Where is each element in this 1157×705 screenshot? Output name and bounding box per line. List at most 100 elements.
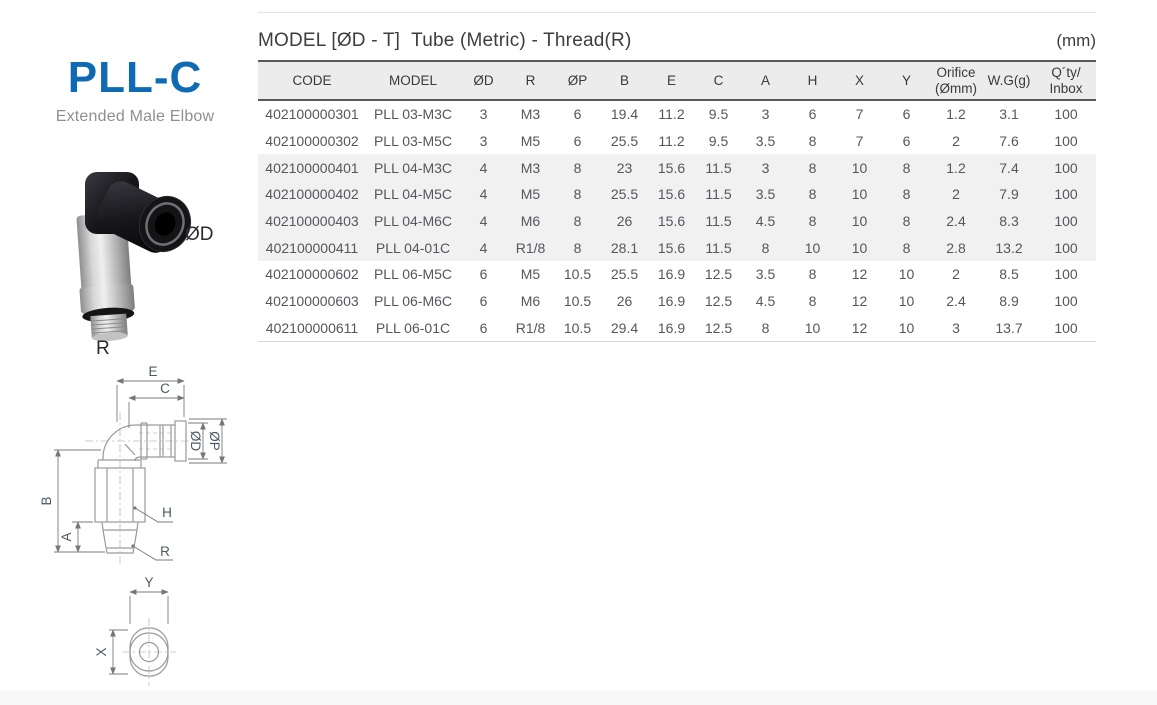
column-header: C (695, 60, 742, 101)
table-cell: PLL 04-M5C (373, 186, 453, 203)
table-cell: 6 (479, 293, 488, 310)
column-header: ØD (460, 60, 507, 101)
table-cell: 12.5 (695, 314, 742, 343)
table-cell: 19.4 (610, 106, 639, 123)
table-cell: 100 (1054, 293, 1078, 310)
table-cell: R1/8 (507, 314, 554, 343)
table-cell: 8.3 (999, 213, 1019, 230)
table-cell: PLL 04-M6C (373, 213, 453, 230)
table-cell: 28.1 (610, 239, 639, 256)
table-cell: M6 (520, 213, 541, 230)
table-cell: 25.5 (610, 133, 639, 150)
table-cell: 2.4 (946, 293, 966, 310)
table-cell: 11.5 (705, 159, 732, 176)
table-cell: 26 (616, 213, 633, 230)
table-cell: 12.5 (704, 293, 733, 310)
table-heading: MODEL [ØD - T] Tube (Metric) - Thread(R) (258, 30, 632, 51)
table-cell: 100 (1054, 239, 1078, 256)
brand-block: PLL-C Extended Male Elbow (0, 53, 270, 126)
table-cell: 16.9 (657, 266, 686, 283)
table-cell: 402100000403 (265, 213, 359, 230)
dim-label-r: R (160, 544, 170, 559)
table-cell: 6 (808, 106, 817, 123)
table-cell: PLL 06-M5C (373, 266, 453, 283)
table-cell: 23 (616, 159, 633, 176)
table-cell: 3 (761, 159, 770, 176)
table-cell: 15.6 (657, 186, 686, 203)
table-cell: 8 (761, 239, 770, 256)
table-cell: 4 (479, 213, 488, 230)
table-cell: M5 (520, 133, 541, 150)
table-cell: 8 (573, 159, 582, 176)
table-cell: 12 (836, 314, 883, 343)
dim-label-a: A (59, 532, 74, 541)
column-header: Q´ty/Inbox (1036, 60, 1096, 101)
table-cell: 16.9 (648, 314, 695, 343)
table-cell: 402100000603 (265, 293, 359, 310)
table-cell: 1.2 (946, 106, 966, 123)
dim-label-y: Y (144, 575, 153, 590)
table-cell: 11.5 (705, 186, 732, 203)
column-header: R (507, 60, 554, 101)
column-header: Y (883, 60, 930, 101)
table-cell: PLL 04-01C (375, 239, 451, 256)
table-cell: 100 (1054, 213, 1078, 230)
photo-label-diameter: ØD (185, 224, 214, 245)
table-cell: 12 (851, 266, 868, 283)
photo-label-thread: R (96, 338, 110, 359)
table-cell: 2.8 (946, 239, 966, 256)
table-cell: 2 (952, 266, 960, 283)
table-heading-row: MODEL [ØD - T] Tube (Metric) - Thread(R)… (258, 30, 1096, 52)
table-cell: 26 (616, 293, 633, 310)
table-cell: 7 (855, 133, 864, 150)
table-cell: 12.5 (704, 266, 733, 283)
series-title: PLL-C (67, 53, 203, 102)
table-cell: 10 (898, 266, 915, 283)
table-cell: 8 (902, 213, 911, 230)
table-cell: 4.5 (755, 213, 776, 230)
table-cell: 402100000611 (258, 314, 366, 343)
table-cell: 3 (761, 106, 770, 123)
spec-table-body: 402100000301 PLL 03-M3C 3 M3 6 19.4 11.2 9.5 3 6 7… (258, 100, 1096, 343)
table-cell: 402100000402 (265, 186, 359, 203)
table-row: 402100000411 PLL 04-01C 4 R1/8 8 28.1 15.6 11.5… (258, 234, 1096, 262)
table-cell: M3 (520, 106, 541, 123)
table-cell: 402100000401 (265, 159, 359, 176)
table-cell: 10 (883, 314, 930, 343)
table-cell: 11.5 (705, 213, 732, 230)
column-header: ØP (554, 60, 601, 101)
spec-table: CODE MODEL ØD R ØP B E C A H X Y Orifice (Ømm) W.G(g) Q… (258, 60, 1096, 343)
table-row: 402100000602 PLL 06-M5C 6 M5 10.5 25.5 16.9 12.… (258, 261, 1096, 288)
table-cell: 10 (851, 186, 868, 203)
table-cell: 8.5 (999, 266, 1019, 283)
dim-label-c: C (160, 381, 170, 396)
table-cell: 8 (902, 186, 911, 203)
dim-label-od: ØD (188, 431, 203, 452)
table-cell: 3 (479, 133, 488, 150)
table-row: 402100000302 PLL 03-M5C 3 M5 6 25.5 11.2 9.5 3.5… (258, 128, 1096, 155)
column-header: H (789, 60, 836, 101)
column-header: Orifice (Ømm) (930, 60, 982, 101)
table-cell: 402100000302 (265, 133, 359, 150)
table-cell: PLL 03-M3C (373, 106, 453, 123)
table-cell: 7.6 (999, 133, 1019, 150)
top-divider (258, 12, 1096, 13)
table-cell: 6 (573, 133, 582, 150)
table-cell: 6 (902, 133, 911, 150)
table-cell: 15.6 (657, 213, 686, 230)
table-cell: 402100000301 (265, 106, 359, 123)
series-subtitle: Extended Male Elbow (55, 108, 215, 126)
table-cell: 8 (808, 213, 817, 230)
column-header: X (836, 60, 883, 101)
technical-drawing-image: E C ØD ØP B A H R Y X (39, 364, 227, 686)
table-cell: 4 (479, 239, 488, 256)
table-cell: 100 (1036, 314, 1096, 343)
technical-drawing: E C ØD ØP B A H R Y X (23, 360, 255, 690)
table-cell: 16.9 (657, 293, 686, 310)
table-cell: 8 (573, 213, 582, 230)
table-cell: 8 (902, 159, 911, 176)
table-cell: PLL 03-M5C (373, 133, 453, 150)
table-cell: 8 (808, 293, 817, 310)
table-cell: 100 (1054, 159, 1078, 176)
